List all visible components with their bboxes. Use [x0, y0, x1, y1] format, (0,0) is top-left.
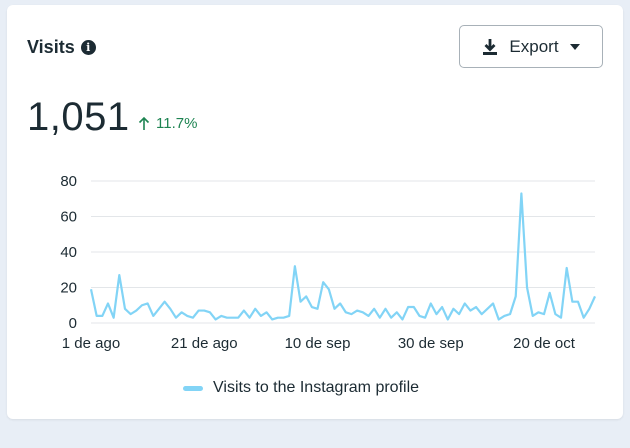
- x-tick-label: 20 de oct: [513, 335, 576, 352]
- legend-label: Visits to the Instagram profile: [213, 379, 420, 396]
- x-tick-label: 1 de ago: [62, 335, 120, 352]
- arrow-up-icon: [138, 116, 150, 130]
- x-tick-label: 10 de sep: [285, 335, 351, 352]
- x-tick-label: 30 de sep: [398, 335, 464, 352]
- export-button-label: Export: [509, 36, 559, 56]
- chart-legend: Visits to the Instagram profile: [183, 379, 419, 397]
- card-title: Visits: [27, 37, 75, 57]
- caret-down-icon: [569, 43, 580, 50]
- y-tick-label: 60: [60, 209, 77, 226]
- y-tick-label: 0: [69, 315, 77, 332]
- legend-swatch: [183, 385, 203, 391]
- y-tick-label: 80: [60, 173, 77, 190]
- export-button[interactable]: Export: [459, 25, 603, 68]
- download-icon: [483, 38, 498, 55]
- visits-card: Visits i Export 1,051 11.7% 0 20 40 60 80 1 d…: [7, 5, 623, 419]
- card-header: Visits i: [27, 37, 96, 58]
- visits-line-chart: 0 20 40 60 80 1 de ago 21 de ago 10 de sep 30 de…: [60, 173, 597, 352]
- trend-value: 11.7%: [156, 115, 198, 132]
- trend-indicator: 11.7%: [138, 115, 197, 132]
- series-line-instagram-visits: [89, 192, 597, 321]
- total-visits: 1,051: [27, 95, 130, 139]
- x-tick-label: 21 de ago: [171, 335, 238, 352]
- info-icon[interactable]: i: [80, 40, 96, 55]
- y-tick-label: 40: [60, 244, 77, 261]
- y-tick-label: 20: [60, 280, 77, 297]
